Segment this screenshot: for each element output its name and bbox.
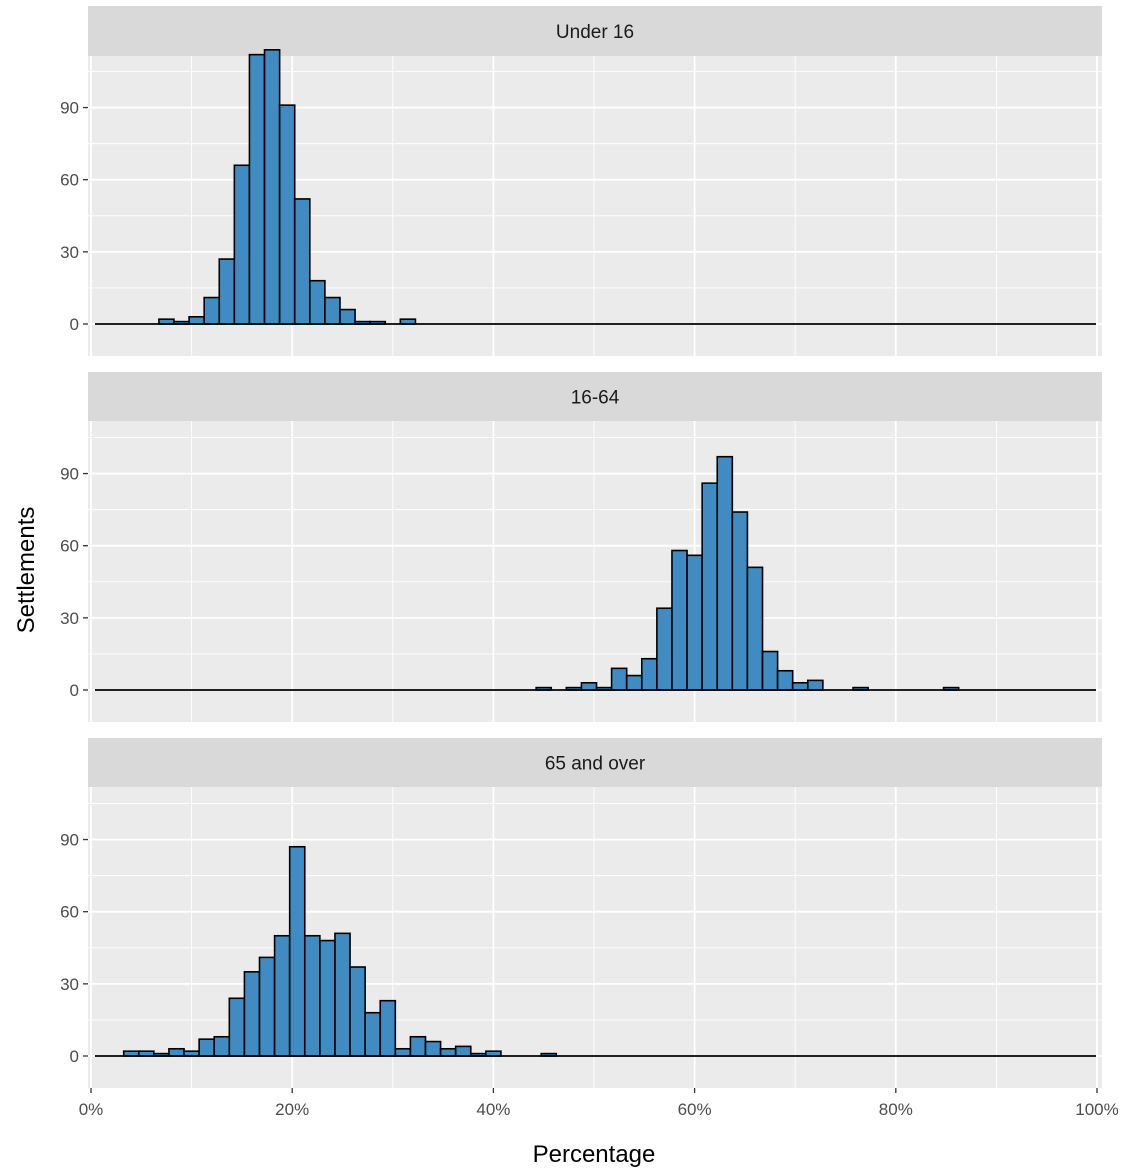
histogram-bar	[233, 164, 251, 325]
histogram-bar	[168, 1047, 185, 1057]
histogram-bar	[319, 939, 336, 1057]
histogram-bar	[258, 956, 276, 1057]
facet-strip	[88, 372, 1102, 421]
histogram-bar	[324, 296, 341, 325]
facet-panel: Under 16 0 30 60 90	[60, 6, 1102, 356]
histogram-bar	[273, 934, 291, 1057]
facet-title: 65 and over	[545, 754, 646, 775]
y-tick-label: 60	[60, 171, 79, 190]
facet-strip	[88, 6, 1102, 56]
histogram-bar	[218, 258, 236, 325]
histogram-bar	[610, 667, 628, 691]
x-tick-label: 0%	[79, 1100, 104, 1119]
y-tick-label: 30	[60, 975, 79, 994]
axes-layer: 0% 20% 40% 60% 80% 100%	[79, 1088, 1119, 1119]
histogram-bar	[731, 511, 749, 691]
facet-panel: 16-64 0 30 60 90	[60, 372, 1102, 722]
histogram-bar	[339, 308, 356, 325]
histogram-bar	[243, 971, 261, 1057]
x-tick-label: 20%	[275, 1100, 309, 1119]
facet-title: Under 16	[556, 22, 634, 43]
histogram-bar	[656, 607, 673, 691]
histogram-bar	[293, 198, 311, 325]
histogram-bar	[776, 669, 794, 691]
histogram-bar	[454, 1045, 472, 1057]
histogram-bar	[791, 681, 809, 691]
histogram-bar	[394, 1047, 412, 1057]
y-tick-label: 60	[60, 903, 79, 922]
facet-title: 16-64	[571, 388, 620, 409]
histogram-bar	[439, 1047, 457, 1057]
y-tick-label: 60	[60, 537, 79, 556]
histogram-bar	[806, 679, 824, 691]
y-tick-label: 0	[70, 315, 79, 334]
histogram-bar	[198, 1038, 216, 1057]
histogram-bar	[288, 845, 306, 1057]
histogram-bar	[379, 999, 397, 1057]
y-tick-label: 90	[60, 831, 79, 850]
histogram-bar	[409, 1035, 427, 1057]
y-tick-label: 30	[60, 609, 79, 628]
x-axis-title: Percentage	[533, 1141, 656, 1168]
histogram-bar	[686, 554, 703, 691]
histogram-bar	[424, 1040, 442, 1057]
histogram-bar	[278, 104, 296, 325]
histogram-bar	[746, 566, 764, 691]
histogram-bar	[188, 315, 205, 325]
histogram-bar	[303, 934, 321, 1057]
x-tick-label: 100%	[1075, 1100, 1118, 1119]
histogram-bar	[228, 997, 246, 1057]
histogram-bar	[625, 674, 643, 691]
histogram-bar	[334, 932, 351, 1057]
facets-layer: Under 16 0 30 60 90 16-64 0 30 60 90 65 and over 0 3…	[60, 6, 1102, 1088]
histogram-bar	[213, 1035, 231, 1057]
y-tick-label: 0	[70, 681, 79, 700]
x-tick-label: 40%	[476, 1100, 510, 1119]
histogram-bar	[248, 53, 266, 325]
histogram-bar	[761, 650, 779, 691]
panel-background	[88, 421, 1102, 722]
histogram-bar	[349, 966, 366, 1057]
histogram-bar	[716, 455, 734, 691]
y-axis-title: Settlements	[13, 507, 40, 634]
histogram-bar	[203, 296, 221, 325]
histogram-bar	[640, 657, 658, 691]
histogram-bar	[309, 279, 326, 325]
y-tick-label: 30	[60, 243, 79, 262]
facet-strip	[88, 738, 1102, 787]
histogram-bar	[671, 549, 688, 691]
histogram-bar	[263, 49, 281, 325]
y-tick-label: 90	[60, 465, 79, 484]
histogram-bar	[364, 1011, 382, 1057]
x-tick-label: 60%	[678, 1100, 712, 1119]
histogram-bar	[580, 681, 598, 691]
x-tick-label: 80%	[879, 1100, 913, 1119]
histogram-bar	[701, 482, 719, 691]
y-tick-label: 0	[70, 1047, 79, 1066]
facet-panel: 65 and over 0 30 60 90	[60, 738, 1102, 1088]
y-tick-label: 90	[60, 99, 79, 118]
